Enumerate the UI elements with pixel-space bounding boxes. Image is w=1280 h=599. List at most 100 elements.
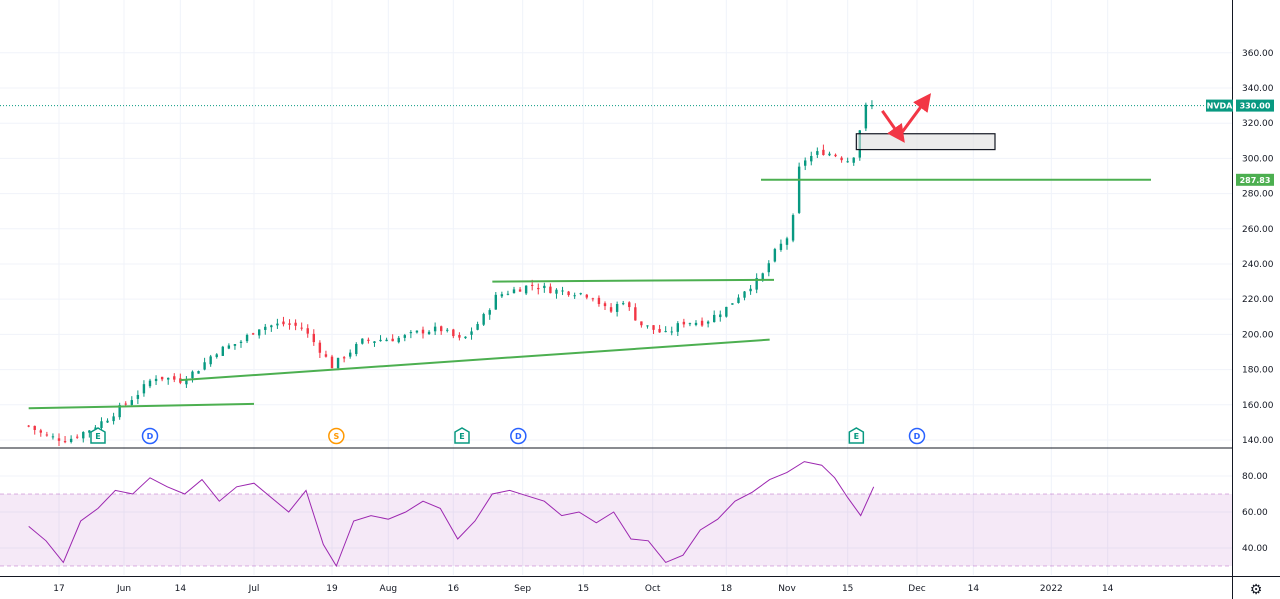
price-tick-label: 180.00 <box>1242 366 1274 376</box>
candle-body <box>355 344 358 355</box>
candle-body <box>82 432 85 439</box>
candle-body <box>810 155 813 162</box>
time-tick-label: Oct <box>645 584 661 594</box>
trendline <box>180 338 770 382</box>
candle-body <box>682 321 686 325</box>
candle-body <box>312 333 315 343</box>
earnings-event-icon[interactable]: E <box>848 427 865 444</box>
candle-body <box>476 324 479 330</box>
candle-body <box>870 105 874 107</box>
event-badge-shape <box>908 427 926 445</box>
symbol-price-badge: NVDA 330.00 <box>1206 99 1274 112</box>
candle-body <box>336 357 340 369</box>
candle-body <box>591 298 595 300</box>
trendline <box>28 402 255 410</box>
candle-body <box>773 249 777 262</box>
candle-body <box>494 294 497 310</box>
candle-body <box>203 362 206 370</box>
candle-body <box>306 328 309 334</box>
candle-body <box>567 291 570 296</box>
candle-body <box>512 289 516 294</box>
rsi-tick-label: 40.00 <box>1242 544 1268 554</box>
candle-body <box>846 161 849 163</box>
candle-body <box>537 287 540 290</box>
candle-body <box>282 321 285 325</box>
time-tick-label: 14 <box>968 584 980 594</box>
candle-body <box>822 149 825 156</box>
candle-body <box>531 284 534 286</box>
candle-body <box>391 338 394 342</box>
event-badge-shape <box>510 427 527 445</box>
price-tick-label: 320.00 <box>1242 119 1274 129</box>
candle-body <box>233 344 237 346</box>
candle-body <box>270 325 273 328</box>
candle-body <box>288 323 291 325</box>
time-tick-label: 16 <box>448 584 460 594</box>
event-badge-label: E <box>854 432 859 441</box>
candle-body <box>755 277 758 290</box>
candle-body <box>142 384 146 394</box>
candle-body <box>221 346 224 356</box>
projection-arrow <box>898 93 932 137</box>
candle-body <box>518 289 522 292</box>
candle-body <box>276 323 279 326</box>
candle-body <box>767 263 770 273</box>
earnings-event-icon[interactable]: E <box>90 427 106 444</box>
candle-body <box>506 293 510 295</box>
candle-body <box>367 339 370 341</box>
time-tick-label: 18 <box>721 584 733 594</box>
candle-body <box>45 434 49 436</box>
candle-body <box>373 341 376 343</box>
candle-body <box>561 290 564 292</box>
candle-body <box>361 338 364 344</box>
candle-body <box>100 421 103 428</box>
time-tick-label: Nov <box>778 584 796 594</box>
event-badge-shape <box>141 427 159 445</box>
level-badge-bg <box>1236 173 1274 186</box>
candle-body <box>500 294 504 297</box>
candle-body <box>652 325 655 330</box>
candle-body <box>258 329 261 336</box>
price-tick-label: 220.00 <box>1242 295 1274 305</box>
dividend-event-icon[interactable]: D <box>141 427 159 445</box>
price-tick-label: 340.00 <box>1242 84 1274 94</box>
dividend-event-icon[interactable]: D <box>510 427 527 445</box>
candle-body <box>597 297 601 305</box>
event-badge-shape <box>328 427 345 445</box>
time-tick-label: 15 <box>578 584 589 594</box>
candle-body <box>628 302 631 308</box>
last-price-label: 330.00 <box>1240 102 1271 111</box>
event-badge-label: D <box>914 432 921 441</box>
candle-body <box>69 438 73 442</box>
candle-body <box>124 403 127 405</box>
candle-body <box>713 314 716 323</box>
candle-body <box>464 336 467 339</box>
candle-body <box>458 335 461 338</box>
candle-body <box>737 297 740 303</box>
candle-body <box>185 379 188 385</box>
candle-body <box>179 378 182 383</box>
candle-body <box>245 334 249 342</box>
candle-body <box>609 307 613 312</box>
dividend-event-icon[interactable]: D <box>908 427 926 445</box>
candle-body <box>403 335 406 338</box>
candle-body <box>615 303 619 312</box>
rsi-band <box>0 494 1232 566</box>
time-tick-label: 2022 <box>1040 584 1063 594</box>
candle-body <box>688 323 692 325</box>
candle-body <box>106 420 109 423</box>
settings-gear-icon[interactable]: ⚙ <box>1250 582 1263 598</box>
event-badge-label: D <box>147 432 154 441</box>
candle-body <box>57 438 61 441</box>
candle-body <box>585 294 588 298</box>
candle-body <box>197 371 200 374</box>
price-tick-label: 260.00 <box>1242 225 1274 235</box>
split-event-icon[interactable]: S <box>328 427 345 445</box>
candle-body <box>573 295 576 297</box>
symbol-badge-bg <box>1206 99 1233 112</box>
price-tick-label: 240.00 <box>1242 260 1274 270</box>
projection-arrow <box>881 110 905 143</box>
candle-body <box>706 321 710 324</box>
earnings-event-icon[interactable]: E <box>454 427 470 444</box>
